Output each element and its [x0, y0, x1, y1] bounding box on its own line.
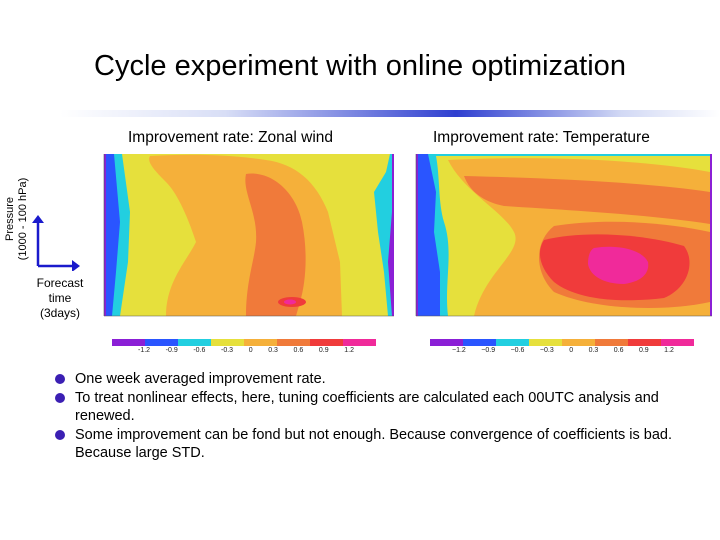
left-panel-title: Improvement rate: Zonal wind — [128, 129, 334, 146]
cbar-label: 0 — [248, 347, 253, 354]
cbar-label: 0.3 — [268, 347, 278, 354]
slide-title: Cycle experiment with online optimizatio… — [94, 50, 626, 82]
cbar-label: 1.2 — [344, 347, 354, 354]
magenta-spot — [284, 299, 296, 305]
forecast-time-label: Forecast time (3days) — [32, 276, 88, 321]
cbar-label: 0.6 — [613, 347, 624, 354]
right-colorbar — [430, 339, 694, 346]
bullet-item: Some improvement can be fond but not eno… — [55, 426, 705, 462]
left-colorbar — [112, 339, 376, 346]
pressure-axis-label: Pressure (1000 - 100 hPa) — [4, 159, 30, 279]
bullet-item: To treat nonlinear effects, here, tuning… — [55, 389, 705, 425]
bullet-text: One week averaged improvement rate. — [75, 371, 326, 387]
magenta-region — [588, 246, 649, 284]
zonal-wind-contour-plot — [96, 152, 398, 330]
temperature-contour-plot — [404, 152, 716, 330]
cbar-label: −0.6 — [510, 347, 525, 354]
cbar-label: 0.3 — [588, 347, 599, 354]
dark-orange-region — [245, 173, 306, 316]
cbar-label: −0.3 — [539, 347, 554, 354]
cbar-label: −0.9 — [481, 347, 496, 354]
bullet-icon — [55, 374, 65, 384]
bullet-text: To treat nonlinear effects, here, tuning… — [75, 390, 659, 424]
cbar-label: -1.2 — [138, 347, 151, 354]
forecast-line3: (3days) — [39, 306, 80, 320]
forecast-line2: time — [48, 291, 72, 305]
bullet-list: One week averaged improvement rate. To t… — [55, 370, 705, 463]
title-divider — [60, 110, 720, 117]
bullet-text: Some improvement can be fond but not eno… — [75, 427, 673, 461]
right-panel-title: Improvement rate: Temperature — [433, 129, 650, 146]
cbar-label: 1.2 — [664, 347, 674, 354]
cbar-label: -0.9 — [165, 347, 178, 354]
dark-orange-band — [464, 176, 710, 224]
cbar-label: 0.6 — [293, 347, 304, 354]
left-colorbar-labels: -1.2 -0.9 -0.6 -0.3 0 0.3 0.6 0.9 1.2 — [138, 347, 354, 354]
cbar-label: -0.6 — [193, 347, 206, 354]
pressure-label-line1: Pressure — [4, 196, 16, 242]
cbar-label: −1.2 — [452, 347, 466, 354]
axes-arrow-icon — [32, 215, 80, 271]
cbar-label: -0.3 — [221, 347, 234, 354]
forecast-line1: Forecast — [36, 276, 84, 290]
cbar-label: 0.9 — [638, 347, 649, 354]
bullet-item: One week averaged improvement rate. — [55, 370, 705, 388]
bullet-icon — [55, 393, 65, 403]
cbar-label: 0.9 — [318, 347, 329, 354]
cbar-label: 0 — [569, 347, 574, 354]
bullet-icon — [55, 430, 65, 440]
pressure-label-line2: (1000 - 100 hPa) — [17, 177, 29, 261]
right-colorbar-labels: −1.2 −0.9 −0.6 −0.3 0 0.3 0.6 0.9 1.2 — [452, 347, 674, 354]
